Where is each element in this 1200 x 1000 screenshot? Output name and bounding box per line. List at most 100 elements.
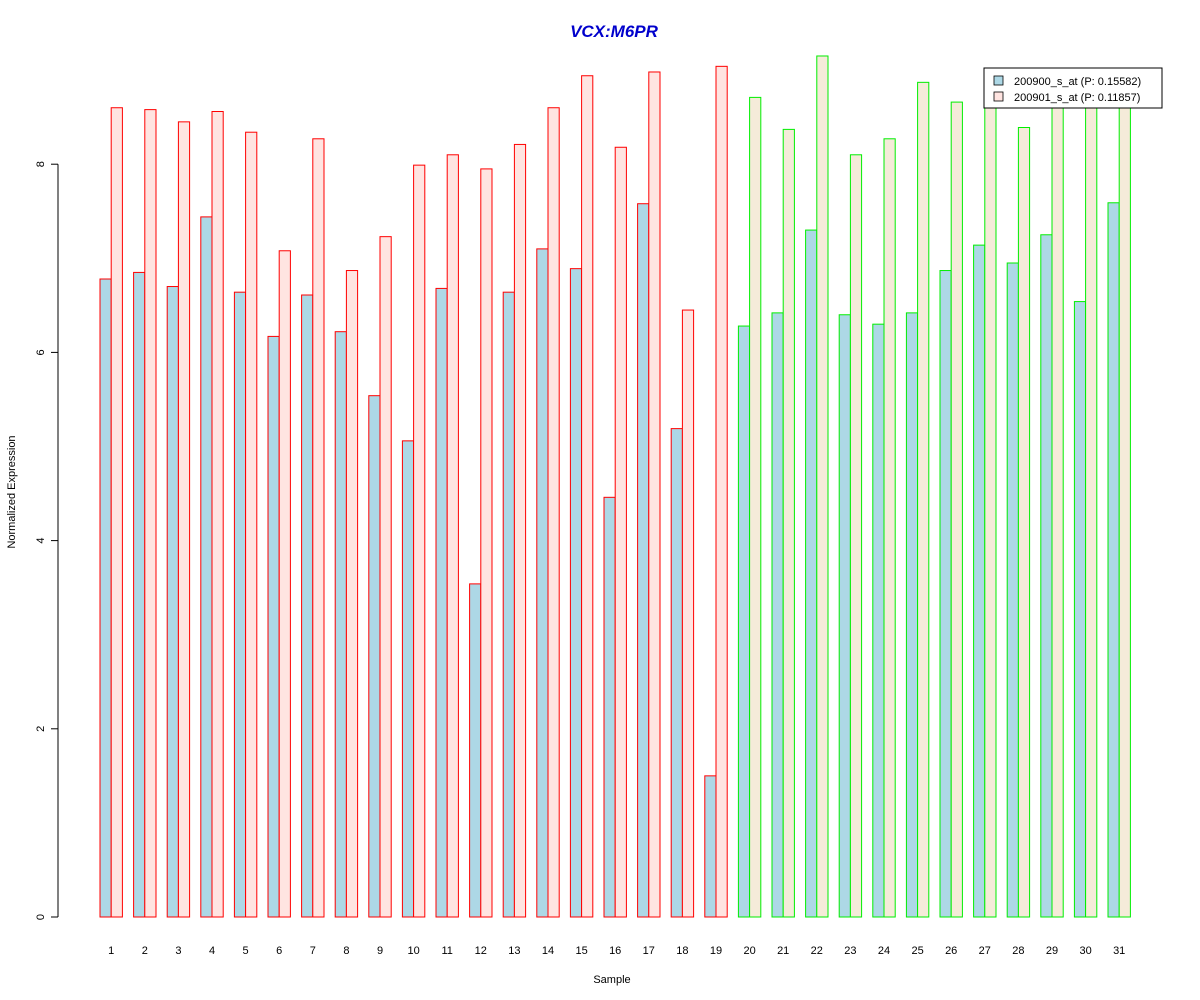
- bar-series1-sample-1: [99, 278, 112, 918]
- x-tick-label: 27: [979, 945, 991, 957]
- bar-series1-sample-29: [1040, 234, 1053, 918]
- x-tick-label: 2: [142, 945, 148, 957]
- x-tick-label: 20: [743, 945, 755, 957]
- y-tick-label: 6: [35, 349, 47, 355]
- bar-series2-sample-23: [849, 154, 863, 918]
- x-tick-label: 29: [1046, 945, 1058, 957]
- bar-series1-sample-30: [1073, 301, 1087, 918]
- bar-series1-sample-23: [838, 314, 851, 918]
- y-tick-label: 4: [35, 538, 47, 544]
- bars-group: [99, 55, 1131, 918]
- x-tick-labels: 1 2 3 4 5 6 7 8 9 10 11 12 13 14 15 16 17 18 19 20 21 22 23 24 2…: [108, 945, 1125, 957]
- bar-series2-sample-18: [681, 309, 695, 918]
- legend-box: [983, 67, 1163, 109]
- x-tick-label: 16: [609, 945, 621, 957]
- bar-series1-sample-4: [200, 216, 213, 918]
- bar-series2-sample-31: [1118, 107, 1131, 918]
- bar-series2-sample-12: [480, 168, 493, 918]
- legend-swatch-series1: [993, 75, 1004, 86]
- bar-series2-sample-9: [379, 236, 392, 918]
- bar-series1-sample-28: [1006, 262, 1019, 918]
- x-tick-label: 23: [844, 945, 856, 957]
- bar-series2-sample-10: [413, 164, 426, 918]
- bar-series2-sample-16: [614, 146, 627, 918]
- bar-series1-sample-16: [603, 496, 616, 918]
- bar-series1-sample-31: [1107, 202, 1120, 918]
- bar-series1-sample-14: [536, 248, 549, 918]
- x-tick-label: 17: [643, 945, 655, 957]
- x-tick-label: 15: [575, 945, 587, 957]
- x-tick-label: 10: [407, 945, 419, 957]
- legend-label-series1: 200900_s_at (P: 0.15582): [1014, 76, 1141, 88]
- x-tick-label: 13: [508, 945, 520, 957]
- bar-series1-sample-7: [301, 294, 314, 918]
- x-tick-label: 21: [777, 945, 789, 957]
- bar-series1-sample-26: [939, 270, 952, 918]
- bar-series1-sample-15: [569, 268, 583, 918]
- x-tick-label: 26: [945, 945, 957, 957]
- bar-series2-sample-26: [950, 101, 963, 918]
- bar-series2-sample-27: [984, 105, 997, 918]
- bar-series1-sample-2: [133, 271, 146, 918]
- x-tick-label: 6: [276, 945, 282, 957]
- x-tick-label: 18: [676, 945, 688, 957]
- bar-series2-sample-20: [749, 96, 762, 918]
- bar-series2-sample-5: [245, 131, 258, 918]
- y-axis-label: Normalized Expression: [6, 435, 18, 548]
- bar-series2-sample-11: [446, 154, 459, 918]
- bar-series1-sample-11: [435, 287, 448, 918]
- y-axis: 0 2 4 6 8: [35, 161, 59, 920]
- bar-series2-sample-15: [581, 75, 594, 918]
- bar-series2-sample-24: [883, 138, 896, 918]
- y-tick-label: 0: [35, 914, 47, 920]
- bar-series1-sample-24: [872, 323, 885, 918]
- bar-series1-sample-21: [771, 312, 784, 918]
- x-tick-label: 25: [911, 945, 923, 957]
- legend-label-series2: 200901_s_at (P: 0.11857): [1014, 92, 1140, 104]
- bar-series2-sample-8: [345, 270, 359, 918]
- x-tick-label: 1: [108, 945, 114, 957]
- bar-series2-sample-28: [1017, 127, 1031, 918]
- legend: 200900_s_at (P: 0.15582) 200901_s_at (P:…: [983, 67, 1163, 109]
- x-tick-label: 11: [441, 945, 452, 957]
- bar-series1-sample-3: [166, 286, 179, 918]
- bar-series2-sample-13: [513, 143, 527, 918]
- bar-series2-sample-2: [144, 109, 157, 918]
- bar-series1-sample-13: [502, 291, 515, 918]
- bar-series2-sample-29: [1051, 105, 1064, 918]
- x-tick-label: 4: [209, 945, 215, 957]
- x-tick-label: 24: [878, 945, 890, 957]
- x-tick-label: 19: [710, 945, 722, 957]
- bar-series1-sample-12: [469, 583, 482, 918]
- bar-series1-sample-22: [805, 229, 818, 918]
- x-tick-label: 12: [475, 945, 487, 957]
- bar-series2-sample-17: [648, 71, 661, 918]
- bar-series2-sample-4: [211, 111, 224, 918]
- bar-series2-sample-7: [312, 138, 325, 918]
- bar-series1-sample-17: [637, 203, 650, 918]
- bar-series1-sample-25: [905, 312, 919, 918]
- bar-series2-sample-3: [177, 121, 191, 918]
- bar-series2-sample-21: [782, 128, 795, 918]
- bar-series2-sample-14: [547, 107, 560, 918]
- x-tick-label: 3: [175, 945, 181, 957]
- bar-series1-sample-27: [973, 244, 986, 918]
- legend-swatch-series2: [993, 91, 1004, 102]
- x-axis-label: Sample: [593, 974, 630, 986]
- bar-series2-sample-25: [917, 81, 930, 918]
- bar-series2-sample-6: [278, 250, 291, 918]
- bar-series1-sample-9: [368, 395, 381, 918]
- bar-series1-sample-6: [267, 335, 280, 918]
- y-tick-label: 2: [35, 726, 47, 732]
- x-tick-label: 7: [310, 945, 316, 957]
- x-tick-label: 28: [1012, 945, 1024, 957]
- bar-series1-sample-10: [401, 440, 415, 918]
- x-tick-label: 5: [243, 945, 249, 957]
- bar-series1-sample-18: [670, 428, 683, 918]
- bar-series2-sample-22: [816, 55, 829, 918]
- bar-series1-sample-8: [334, 331, 347, 918]
- bar-series2-sample-1: [110, 107, 123, 918]
- x-tick-label: 9: [377, 945, 383, 957]
